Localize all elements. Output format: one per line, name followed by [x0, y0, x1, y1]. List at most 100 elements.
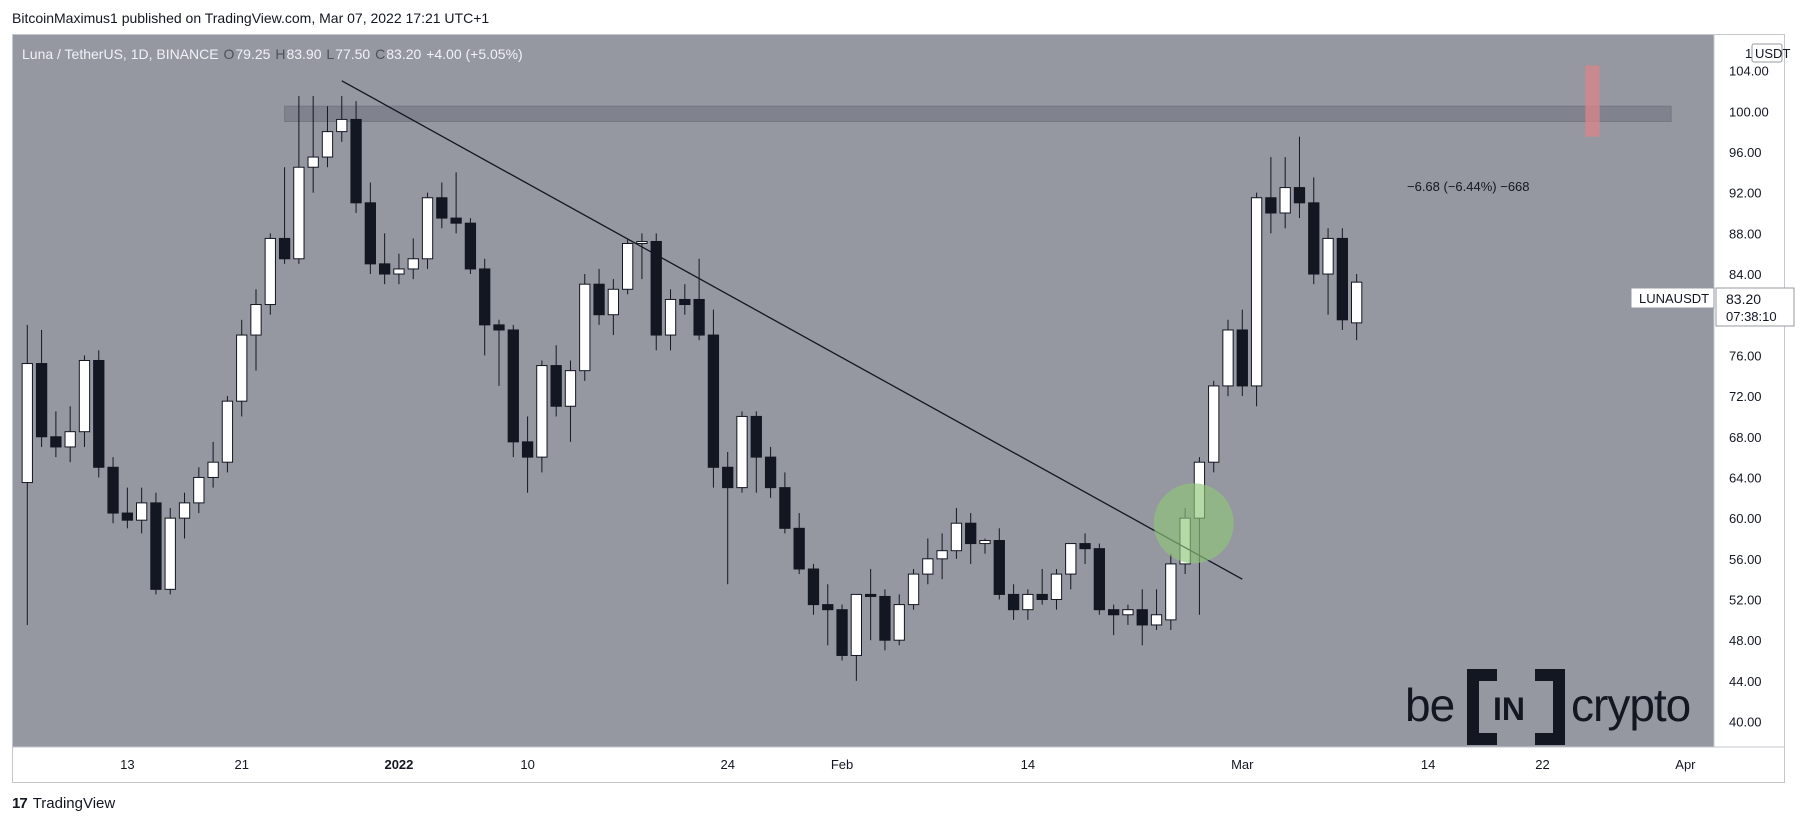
candle[interactable]	[336, 96, 348, 142]
candle[interactable]	[350, 101, 362, 213]
candle[interactable]	[507, 324, 519, 458]
candle[interactable]	[1165, 553, 1177, 631]
candle[interactable]	[707, 309, 720, 488]
candle[interactable]	[550, 345, 562, 417]
candle[interactable]	[264, 233, 276, 315]
candle[interactable]	[593, 268, 605, 325]
candle[interactable]	[164, 507, 176, 595]
candle[interactable]	[436, 182, 448, 229]
candle[interactable]	[521, 416, 534, 493]
candle[interactable]	[421, 192, 434, 269]
candle[interactable]	[493, 319, 505, 386]
candle[interactable]	[393, 253, 405, 285]
candle[interactable]	[50, 411, 62, 458]
candle[interactable]	[464, 218, 477, 275]
candle[interactable]	[150, 492, 162, 595]
candle[interactable]	[1150, 589, 1163, 631]
candle[interactable]	[793, 513, 805, 575]
candle[interactable]	[650, 233, 662, 351]
candle[interactable]	[922, 538, 934, 585]
candle[interactable]	[450, 172, 462, 234]
candle[interactable]	[1208, 380, 1220, 473]
candle[interactable]	[1322, 228, 1334, 315]
candle[interactable]	[307, 96, 319, 193]
footer[interactable]: 17 TradingView	[12, 795, 115, 812]
candle[interactable]	[622, 238, 634, 295]
candle[interactable]	[178, 492, 191, 539]
candle[interactable]	[64, 406, 76, 463]
candle[interactable]	[221, 396, 234, 473]
candle[interactable]	[936, 533, 948, 580]
candle[interactable]	[564, 360, 577, 442]
axis-corner-b-box[interactable]	[1751, 43, 1783, 63]
candle[interactable]	[1236, 309, 1248, 397]
candle[interactable]	[1065, 543, 1077, 590]
candle[interactable]	[379, 233, 391, 285]
candle[interactable]	[1108, 604, 1120, 636]
candle[interactable]	[78, 355, 91, 447]
candle[interactable]	[364, 182, 376, 275]
candle[interactable]	[1222, 319, 1234, 397]
chart-frame	[12, 34, 1785, 783]
candle[interactable]	[764, 446, 777, 498]
candle[interactable]	[679, 284, 691, 315]
candle[interactable]	[1351, 274, 1363, 341]
candle[interactable]	[1293, 136, 1306, 219]
candle[interactable]	[1250, 192, 1263, 407]
candle[interactable]	[893, 594, 905, 646]
candle[interactable]	[950, 507, 963, 559]
candle[interactable]	[1265, 157, 1277, 234]
publisher-line: BitcoinMaximus1 published on TradingView…	[12, 10, 490, 26]
candle[interactable]	[736, 411, 748, 493]
candle[interactable]	[321, 106, 334, 168]
candle[interactable]	[1050, 569, 1063, 610]
candle[interactable]	[536, 360, 548, 473]
price-axis[interactable]	[1714, 35, 1784, 747]
candle[interactable]	[807, 563, 820, 615]
candle[interactable]	[193, 467, 205, 514]
candle[interactable]	[722, 452, 734, 585]
candle[interactable]	[93, 350, 105, 478]
candle[interactable]	[136, 487, 148, 534]
candle[interactable]	[236, 319, 248, 417]
candle[interactable]	[1136, 589, 1148, 646]
candle[interactable]	[1336, 228, 1348, 330]
candle[interactable]	[1007, 584, 1020, 620]
candle[interactable]	[822, 584, 834, 646]
candle[interactable]	[1036, 569, 1048, 605]
candle[interactable]	[779, 472, 791, 534]
candle[interactable]	[636, 233, 648, 280]
candle[interactable]	[21, 324, 33, 625]
candle[interactable]	[1279, 157, 1291, 229]
candle[interactable]	[907, 569, 920, 610]
candle[interactable]	[850, 593, 862, 681]
plot-area[interactable]	[13, 35, 1714, 747]
candle[interactable]	[278, 167, 291, 264]
candle[interactable]	[293, 96, 305, 264]
candle[interactable]	[107, 457, 119, 524]
candle[interactable]	[1079, 533, 1091, 564]
candle[interactable]	[579, 274, 591, 381]
candle[interactable]	[121, 487, 133, 529]
candle[interactable]	[407, 238, 419, 280]
candle[interactable]	[750, 411, 762, 493]
candle[interactable]	[1022, 589, 1034, 620]
time-axis[interactable]	[13, 747, 1784, 782]
candle[interactable]	[35, 329, 48, 447]
candle[interactable]	[979, 538, 991, 554]
candle[interactable]	[207, 441, 219, 488]
candle[interactable]	[250, 289, 262, 371]
candle[interactable]	[479, 258, 491, 356]
candle[interactable]	[1093, 543, 1105, 615]
candle[interactable]	[993, 528, 1005, 600]
candle[interactable]	[865, 569, 877, 641]
candle[interactable]	[965, 513, 977, 564]
candle[interactable]	[607, 279, 619, 336]
candle[interactable]	[879, 589, 891, 651]
candle[interactable]	[836, 604, 848, 661]
candle[interactable]	[664, 289, 677, 351]
candle[interactable]	[1308, 177, 1320, 285]
candle[interactable]	[693, 258, 705, 341]
candle[interactable]	[1122, 604, 1134, 625]
